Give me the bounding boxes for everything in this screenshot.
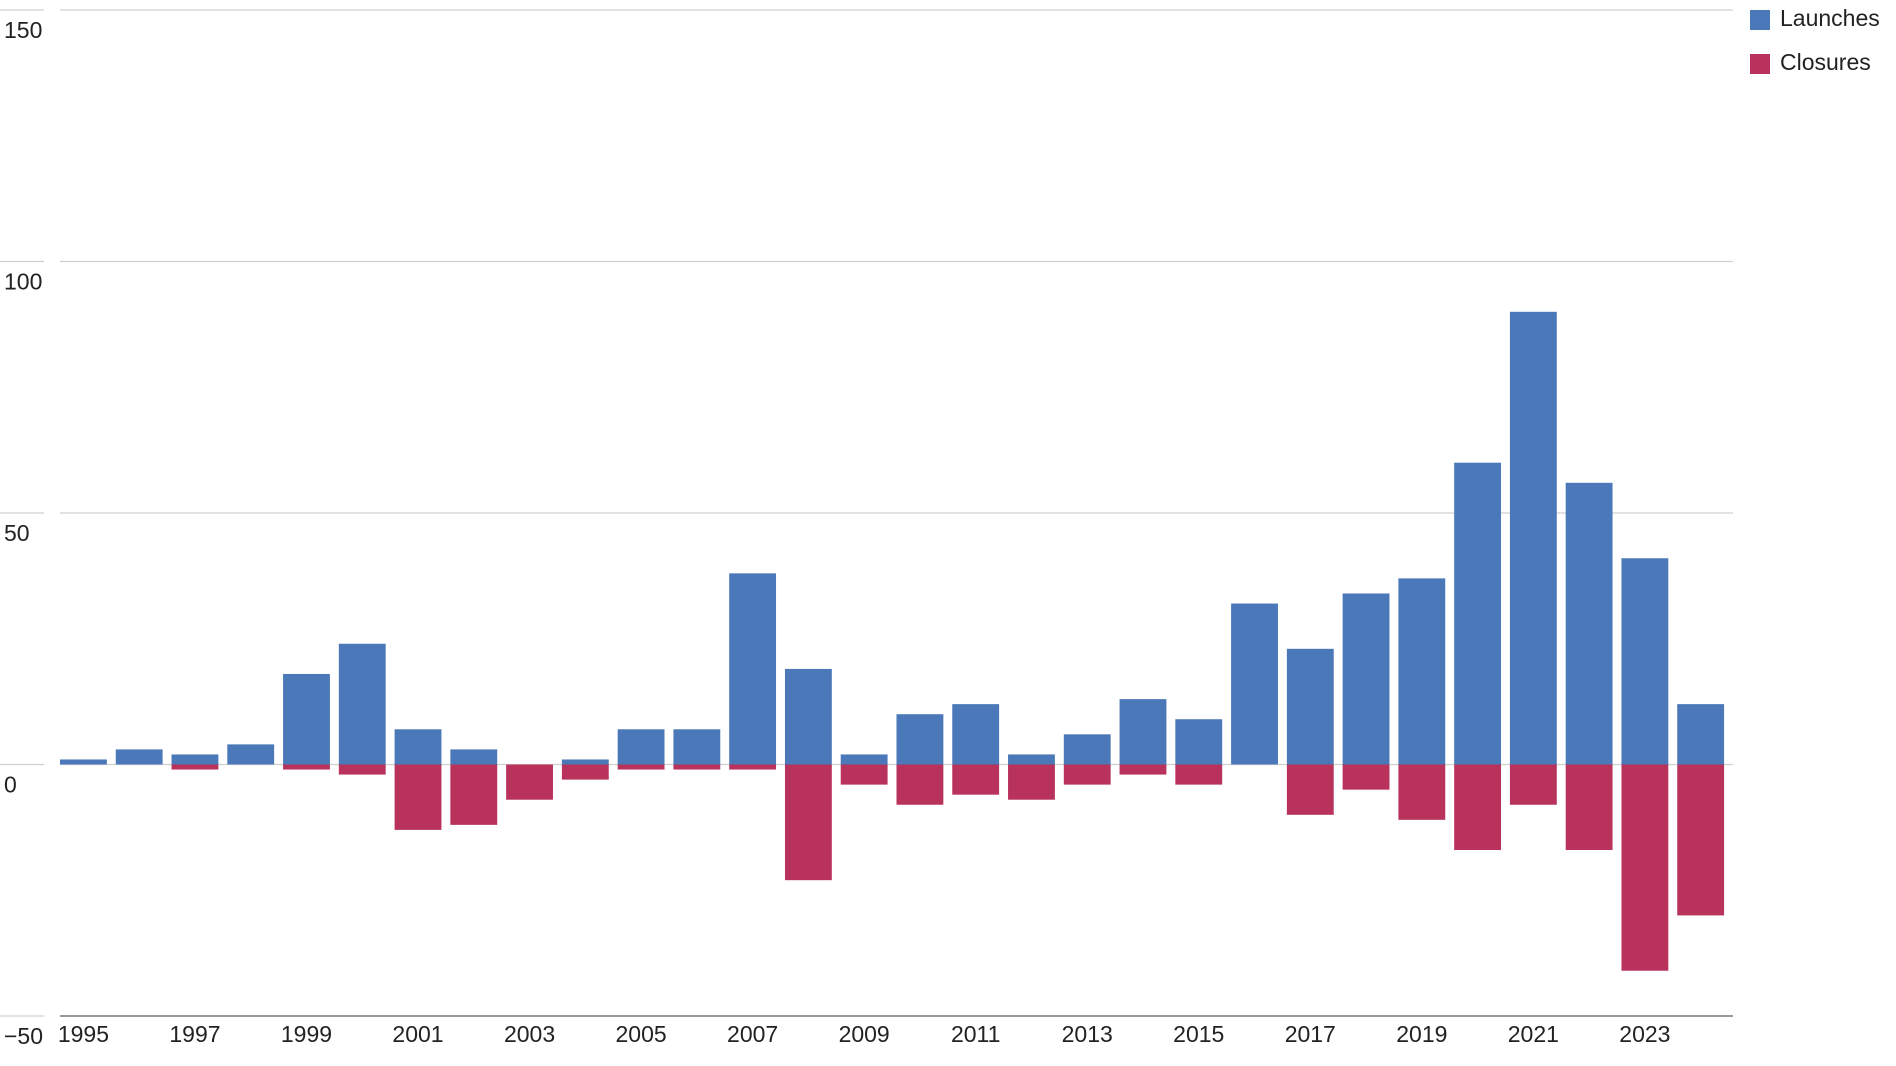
x-tick-label: 2021 <box>1508 1021 1559 1047</box>
bar <box>1231 603 1278 765</box>
x-tick-label: 1995 <box>58 1021 109 1047</box>
y-tick-label: 0 <box>4 772 17 798</box>
bar <box>1175 764 1223 785</box>
bar <box>1063 764 1111 785</box>
bar <box>1286 648 1334 765</box>
bar <box>1398 578 1446 765</box>
bar <box>1119 699 1167 765</box>
x-tick-label: 2001 <box>392 1021 443 1047</box>
legend-label: Closures <box>1780 49 1871 75</box>
bar <box>115 749 163 765</box>
x-tick-label: 2011 <box>951 1021 1000 1047</box>
bar <box>1509 764 1557 805</box>
y-tick-label: 50 <box>4 520 30 546</box>
x-tick-label: 1997 <box>169 1021 220 1047</box>
bar <box>171 754 219 765</box>
legend-swatch <box>1750 10 1770 30</box>
bar <box>673 764 721 770</box>
bar <box>1342 593 1390 765</box>
x-tick-label: 2019 <box>1396 1021 1447 1047</box>
bar <box>1621 764 1669 971</box>
bar <box>1565 764 1613 851</box>
bar <box>784 668 832 765</box>
x-tick-label: 2015 <box>1173 1021 1224 1047</box>
x-tick-label: 2009 <box>839 1021 890 1047</box>
x-tick-label: 1999 <box>281 1021 332 1047</box>
legend-swatch <box>1750 54 1770 74</box>
bar <box>952 764 1000 795</box>
bar <box>1454 764 1502 851</box>
x-tick-label: 2005 <box>616 1021 667 1047</box>
bar <box>952 704 1000 765</box>
x-tick-label: 2003 <box>504 1021 555 1047</box>
x-tick-label: 2017 <box>1285 1021 1336 1047</box>
bar <box>729 573 777 765</box>
bar <box>60 759 107 765</box>
bar <box>283 764 330 770</box>
bar <box>673 729 721 765</box>
bar <box>171 764 219 770</box>
y-tick-label: 100 <box>4 269 42 295</box>
bar <box>1509 311 1557 765</box>
bar <box>1398 764 1446 820</box>
bar <box>506 764 553 800</box>
bar <box>1565 482 1613 765</box>
bar <box>840 754 888 765</box>
bar <box>450 764 498 825</box>
bar <box>1119 764 1167 775</box>
bar <box>1342 764 1390 790</box>
bar <box>394 729 442 765</box>
bar <box>1677 764 1725 916</box>
bar <box>1454 462 1502 765</box>
bar <box>561 764 609 780</box>
bar <box>1008 754 1055 765</box>
bar <box>617 729 665 765</box>
x-tick-label: 2007 <box>727 1021 778 1047</box>
bar <box>338 764 386 775</box>
bar <box>1008 764 1055 800</box>
bar <box>1677 704 1725 765</box>
y-tick-label: 150 <box>4 17 42 43</box>
legend-label: Launches <box>1780 5 1880 31</box>
bar <box>617 764 665 770</box>
bar <box>896 714 944 765</box>
bar <box>1063 734 1111 765</box>
bar <box>840 764 888 785</box>
bar <box>784 764 832 881</box>
bar <box>450 749 498 765</box>
x-tick-label: 2013 <box>1062 1021 1113 1047</box>
y-tick-label: −50 <box>4 1023 43 1049</box>
x-tick-label: 2023 <box>1619 1021 1670 1047</box>
bar <box>561 759 609 765</box>
bar <box>1286 764 1334 815</box>
bar <box>283 673 330 765</box>
bar <box>338 643 386 765</box>
bar <box>1175 719 1223 765</box>
bar <box>394 764 442 830</box>
bar <box>1621 558 1669 765</box>
bar <box>729 764 777 770</box>
bar <box>896 764 944 805</box>
bar <box>227 744 275 765</box>
